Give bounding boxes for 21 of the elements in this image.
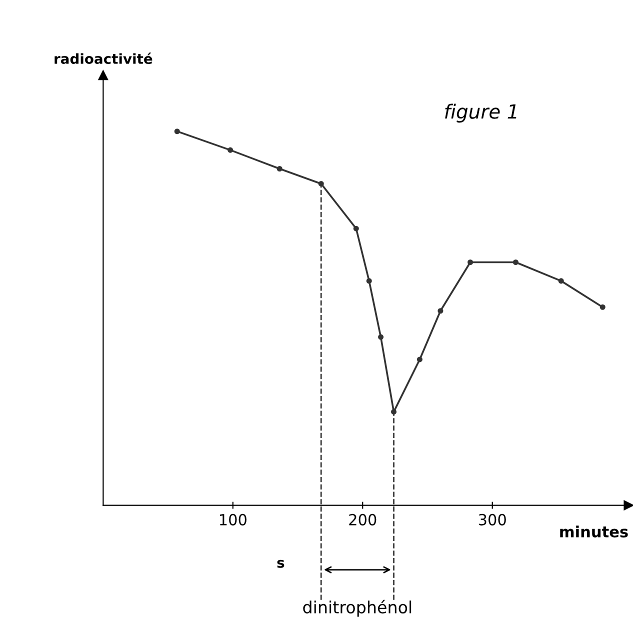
x-axis-title: minutes: [560, 526, 628, 538]
point: [416, 356, 422, 362]
point: [512, 259, 518, 266]
point: [366, 278, 372, 284]
y-axis-title: radioactivité: [54, 52, 152, 64]
text: dinitrophénol: [303, 600, 412, 617]
text: s: [277, 560, 284, 568]
point: [228, 147, 234, 153]
point: [468, 259, 474, 266]
point: [276, 166, 282, 172]
x-tick-label: 300: [478, 514, 506, 526]
chart-title: figure 1: [445, 104, 516, 123]
x-tick-label: 200: [349, 514, 376, 526]
point: [390, 409, 397, 415]
point: [353, 226, 359, 232]
point: [378, 334, 384, 340]
x-tick-label: 100: [220, 514, 246, 526]
point: [438, 308, 444, 314]
point: [174, 128, 180, 134]
point: [600, 304, 606, 310]
point: [558, 278, 564, 284]
